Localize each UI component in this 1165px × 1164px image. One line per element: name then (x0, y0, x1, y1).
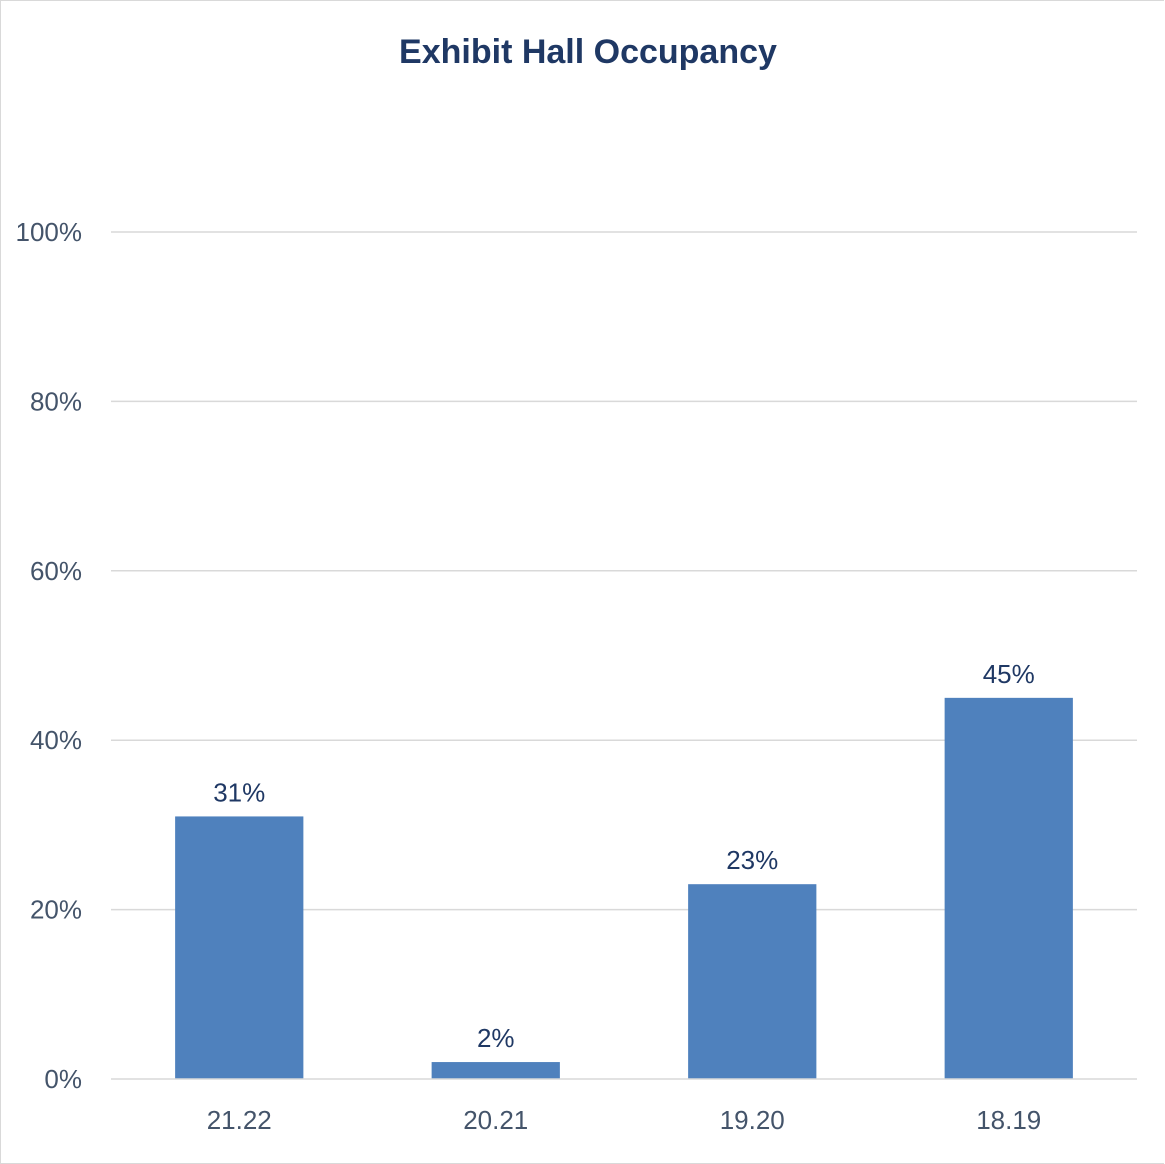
bars (175, 697, 1073, 1079)
bar (431, 1062, 560, 1079)
chart-title: Exhibit Hall Occupancy (399, 33, 777, 71)
data-label: 2% (477, 1023, 515, 1053)
y-tick-label: 20% (30, 895, 82, 925)
bar (175, 816, 304, 1079)
data-label: 45% (983, 659, 1035, 689)
bar (944, 697, 1073, 1079)
data-labels: 31% 2% 23% 45% (213, 659, 1035, 1053)
y-tick-label: 0% (44, 1064, 82, 1094)
x-tick-label: 18.19 (976, 1105, 1041, 1135)
data-label: 31% (213, 777, 265, 807)
x-tick-label: 19.20 (720, 1105, 785, 1135)
x-tick-label: 20.21 (463, 1105, 528, 1135)
y-tick-label: 60% (30, 556, 82, 586)
bar (688, 884, 817, 1079)
x-axis-ticks: 21.22 20.21 19.20 18.19 (207, 1105, 1042, 1135)
y-axis-ticks: 0% 20% 40% 60% 80% 100% (16, 217, 83, 1094)
data-label: 23% (726, 845, 778, 875)
y-tick-label: 100% (16, 217, 83, 247)
x-tick-label: 21.22 (207, 1105, 272, 1135)
y-tick-label: 40% (30, 725, 82, 755)
y-tick-label: 80% (30, 386, 82, 416)
